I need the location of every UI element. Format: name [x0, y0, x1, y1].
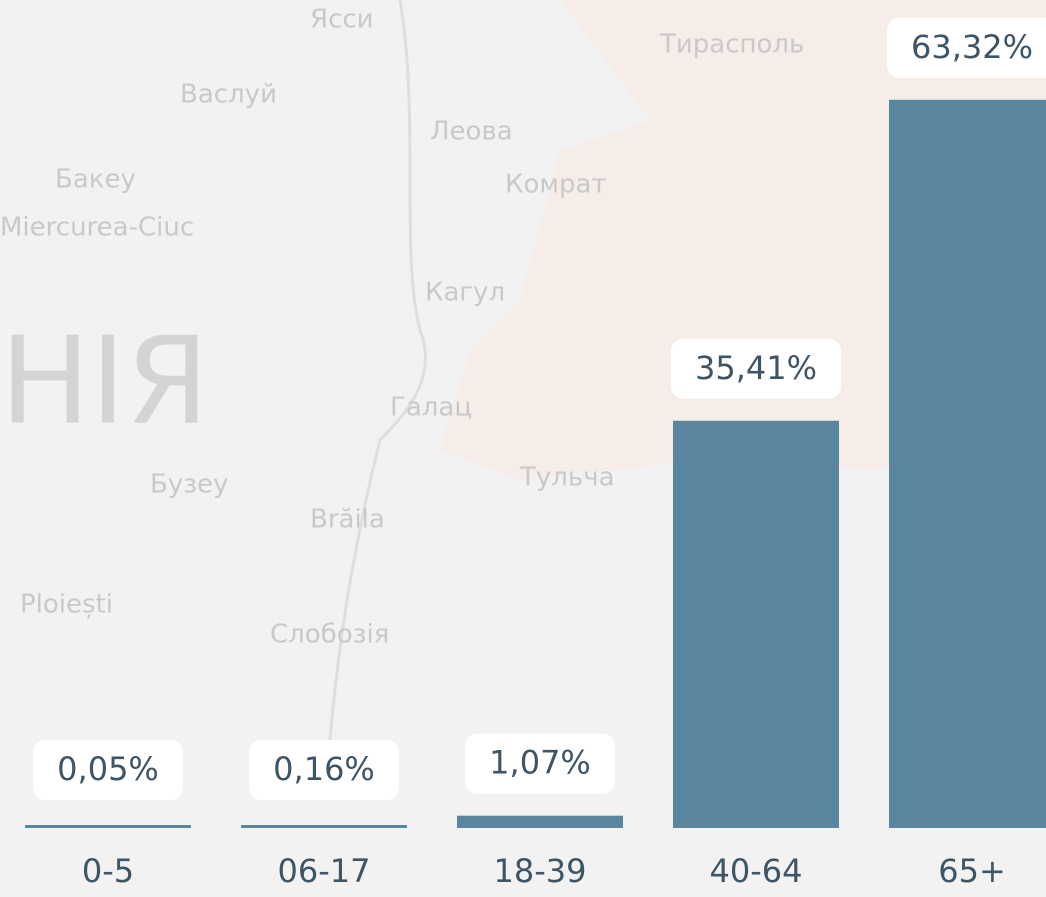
- bar: [673, 420, 839, 828]
- value-label: 63,32%: [911, 28, 1033, 66]
- map-label: Тирасполь: [659, 30, 804, 60]
- map-label: Бакеу: [55, 165, 136, 195]
- map-label: Ясси: [310, 5, 374, 35]
- x-tick-label: 0-5: [82, 852, 134, 890]
- map-label: Васлуй: [180, 80, 277, 110]
- x-tick-label: 65+: [938, 852, 1006, 890]
- x-tick-label: 06-17: [278, 852, 371, 890]
- bar: [241, 825, 407, 828]
- value-label-box: [33, 740, 183, 800]
- map-label: Бузеу: [150, 470, 228, 500]
- bar: [25, 825, 191, 828]
- map-border: [328, 0, 427, 741]
- value-label: 1,07%: [489, 744, 591, 782]
- map-label: НІЯ: [0, 313, 209, 452]
- value-label-box: [670, 338, 842, 399]
- map-label: Слобозія: [270, 620, 389, 650]
- value-label: 0,05%: [57, 750, 159, 788]
- x-tick-label: 18-39: [494, 852, 587, 890]
- bar: [889, 99, 1046, 828]
- map-label: Кагул: [425, 278, 505, 308]
- map-label: Ploiești: [20, 590, 113, 620]
- map-label: Тульча: [519, 463, 615, 493]
- map-label: Галац: [390, 393, 472, 423]
- value-label: 35,41%: [695, 349, 817, 387]
- value-label-box: [249, 740, 399, 800]
- map-label: Леова: [430, 117, 513, 147]
- value-label-box: [465, 733, 615, 794]
- bar: [457, 815, 623, 828]
- value-label: 0,16%: [273, 750, 375, 788]
- map-label: Miercurea-Ciuc: [0, 213, 194, 243]
- map-label: Brăila: [310, 505, 385, 535]
- map-label: Комрат: [505, 170, 607, 200]
- value-label-box: [886, 17, 1046, 78]
- x-tick-label: 40-64: [710, 852, 803, 890]
